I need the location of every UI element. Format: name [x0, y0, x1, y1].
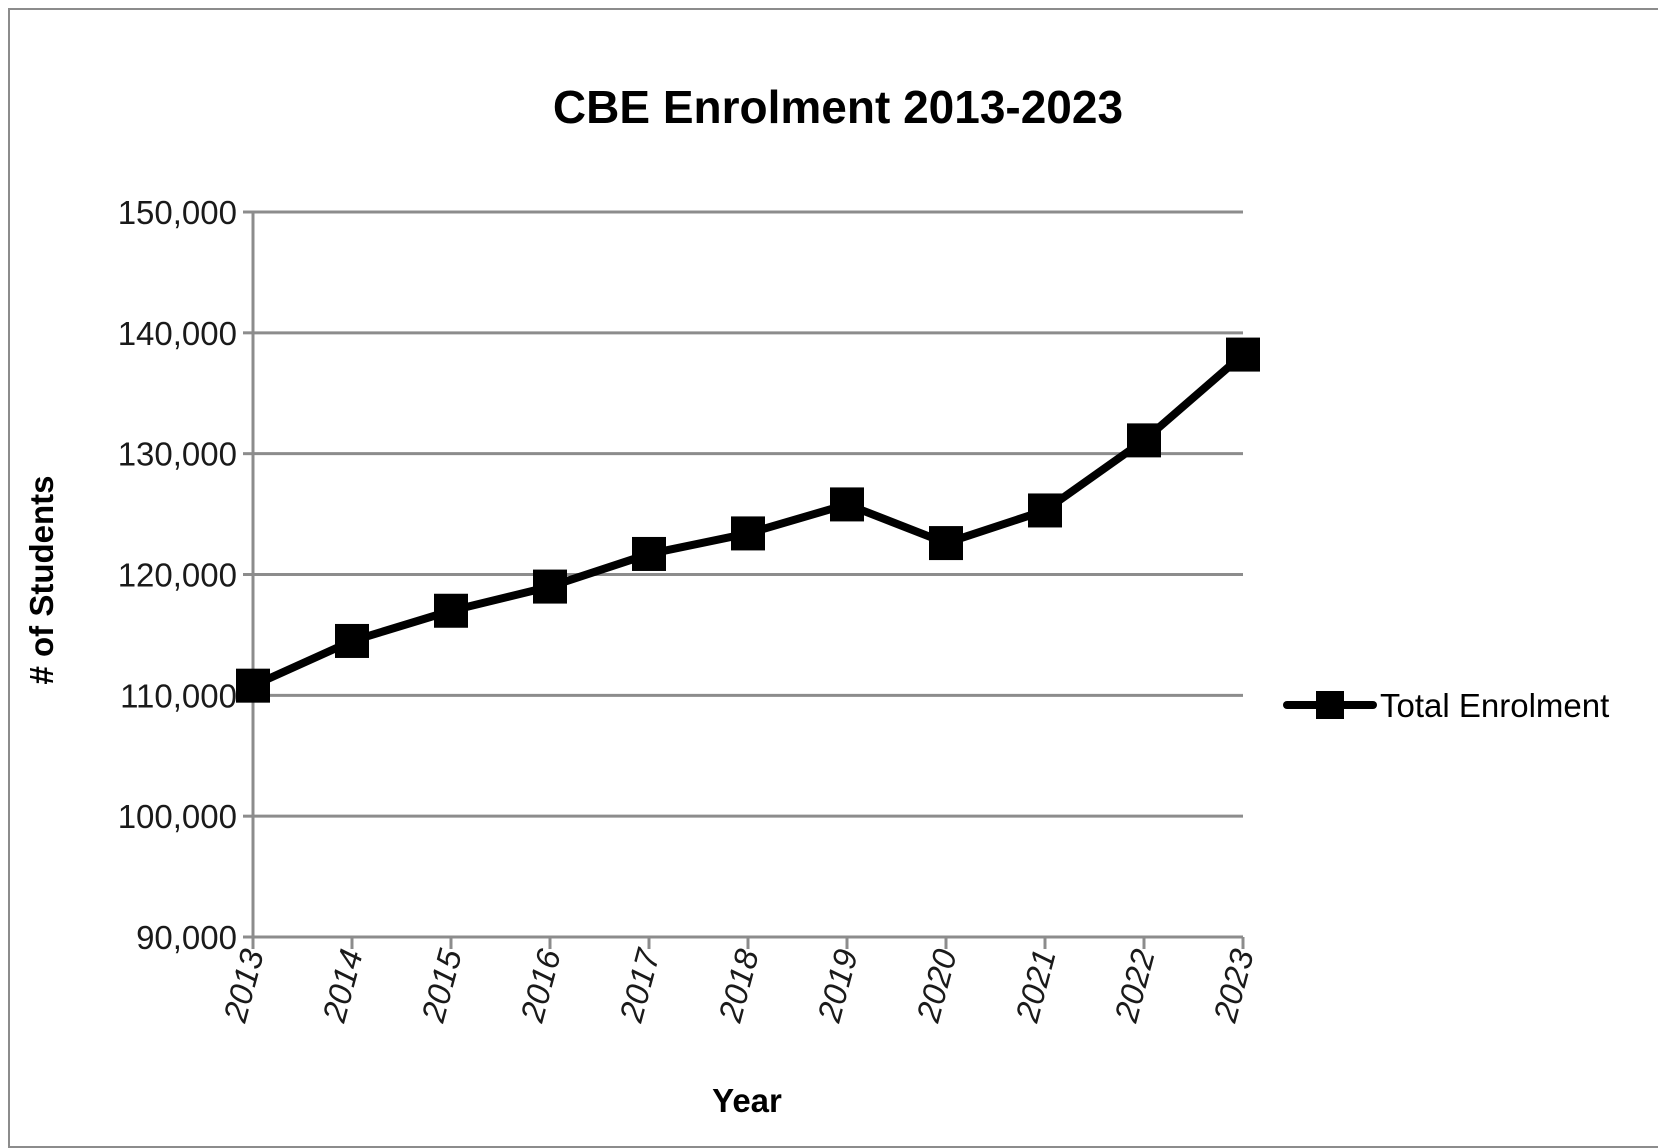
x-tick-label: 2021 — [1008, 945, 1063, 1026]
data-point-marker — [533, 569, 567, 604]
x-tick-label: 2019 — [810, 945, 865, 1026]
y-tick-label: 90,000 — [136, 919, 237, 956]
gridlines — [253, 210, 1243, 818]
x-tick-label: 2023 — [1206, 945, 1261, 1027]
data-point-marker — [434, 593, 468, 628]
legend-label: Total Enrolment — [1380, 687, 1609, 724]
y-axis-ticks: 90,000 100,000 110,000 120,000 130,000 140,00… — [118, 194, 253, 956]
x-tick-label: 2020 — [909, 945, 964, 1027]
data-point-marker — [1028, 493, 1062, 528]
data-point-marker — [335, 623, 369, 658]
x-axis-ticks: 2013 2014 2015 2016 2017 2018 2019 2020 2021 2022… — [216, 937, 1261, 1027]
x-tick-label: 2022 — [1107, 945, 1162, 1026]
y-tick-label: 120,000 — [118, 557, 237, 594]
y-tick-label: 130,000 — [118, 436, 237, 473]
data-point-marker — [731, 516, 765, 551]
data-point-marker — [632, 536, 666, 571]
data-point-marker — [1226, 337, 1260, 372]
x-tick-label: 2014 — [315, 945, 370, 1026]
x-tick-label: 2015 — [414, 945, 469, 1027]
legend: Total Enrolment — [1283, 687, 1609, 724]
x-axis-label: Year — [712, 1082, 782, 1119]
series-total-enrolment — [236, 337, 1260, 703]
x-tick-label: 2013 — [216, 945, 271, 1027]
data-point-marker — [830, 487, 864, 522]
data-point-marker — [929, 526, 963, 561]
y-tick-label: 140,000 — [118, 315, 237, 352]
y-axis-label: # of Students — [23, 475, 60, 684]
x-tick-label: 2016 — [513, 945, 568, 1027]
x-tick-label: 2017 — [612, 944, 667, 1027]
y-tick-label: 110,000 — [120, 677, 237, 714]
y-tick-label: 100,000 — [118, 798, 237, 835]
x-tick-label: 2018 — [711, 945, 766, 1027]
legend-marker — [1316, 691, 1344, 719]
data-point-marker — [1127, 423, 1161, 458]
y-tick-label: 150,000 — [118, 194, 237, 231]
chart-title: CBE Enrolment 2013-2023 — [553, 81, 1123, 133]
data-point-marker — [236, 668, 270, 703]
chart-frame — [8, 8, 1658, 1148]
